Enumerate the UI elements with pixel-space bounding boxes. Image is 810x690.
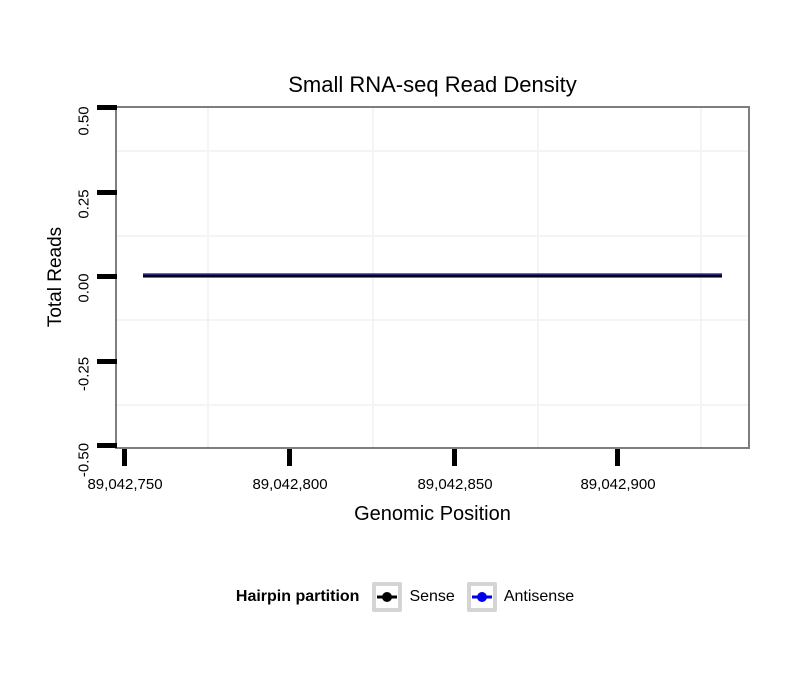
y-tick-mark [97,359,117,364]
gridline-minor-horizontal [117,235,748,237]
y-axis-title: Total Reads [45,226,66,328]
legend-key-antisense [466,582,497,612]
sense-point-icon [382,592,393,602]
x-tick-mark [122,449,127,466]
legend-title: Hairpin partition [235,588,360,605]
chart-title: Small RNA-seq Read Density [288,72,577,97]
y-tick-label: -0.25 [75,356,93,392]
y-tick-mark [97,190,117,195]
gridline-minor-horizontal [117,150,748,152]
antisense-point-icon [476,592,487,602]
x-tick-label: 89,042,900 [580,476,656,493]
y-tick-label: -0.50 [75,442,93,478]
legend-label-sense: Sense [409,588,455,605]
x-tick-mark [615,449,620,466]
y-tick-label: 0.25 [75,189,93,219]
y-tick-label: 0.00 [75,273,93,303]
gridline-minor-horizontal [117,319,748,321]
x-tick-label: 89,042,800 [252,476,328,493]
x-axis-title: Genomic Position [354,503,511,525]
legend-key-sense [372,582,403,612]
y-tick-mark [97,105,117,110]
x-tick-label: 89,042,750 [87,476,163,493]
y-tick-mark [97,443,117,448]
y-tick-mark [97,274,117,279]
x-tick-mark [452,449,457,466]
plot-panel [115,106,750,449]
legend-label-antisense: Antisense [503,588,575,605]
legend: Hairpin partition Sense Antisense [0,580,810,614]
sense-series-line [143,274,722,277]
x-tick-label: 89,042,850 [417,476,493,493]
y-tick-label: 0.50 [75,106,93,136]
x-tick-mark [287,449,292,466]
gridline-minor-horizontal [117,404,748,406]
